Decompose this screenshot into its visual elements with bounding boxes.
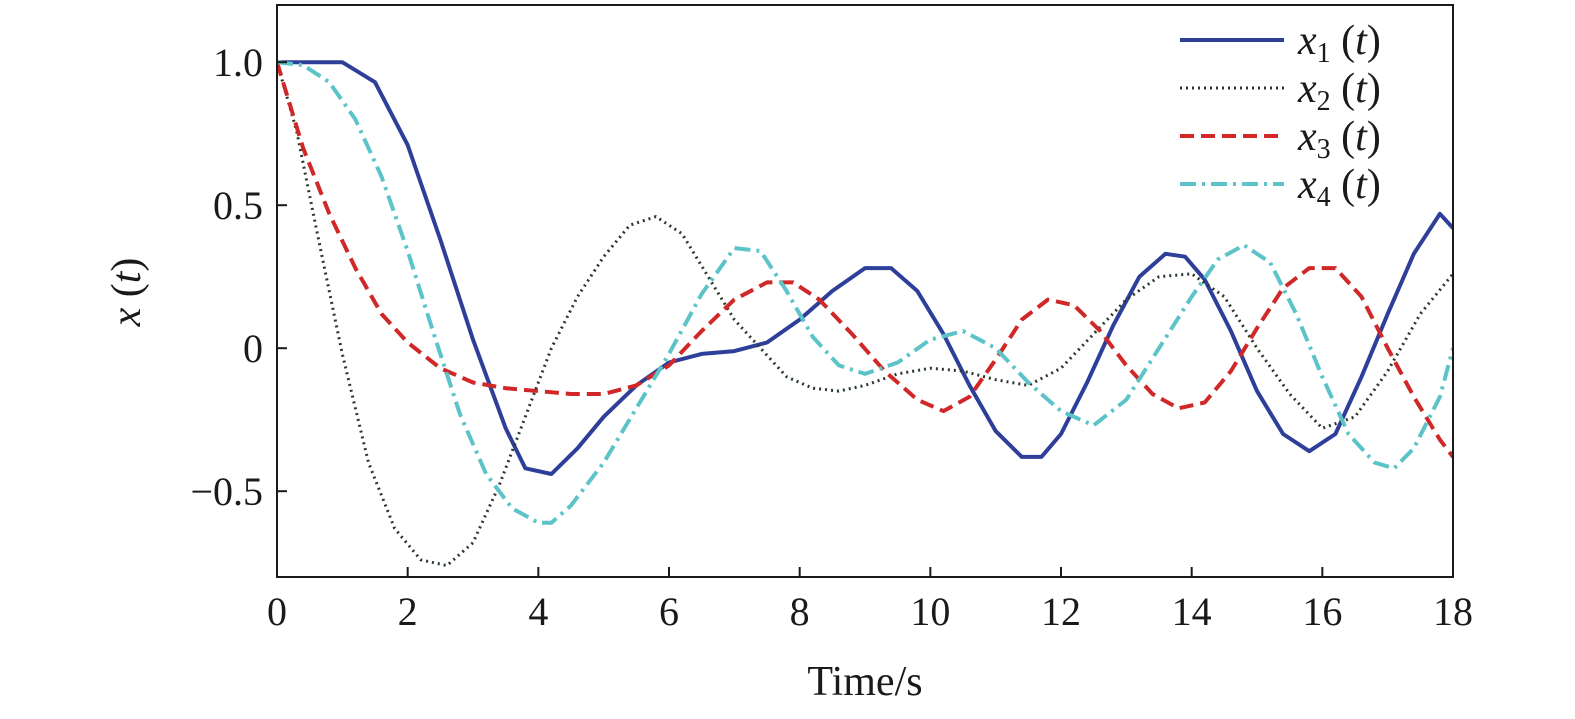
series-layer <box>277 60 1453 568</box>
plot-frame <box>276 4 1454 578</box>
series-line-x3 <box>277 61 1453 459</box>
x-tick-label: 2 <box>398 589 418 634</box>
legend-label-x4: x4 (t) <box>1297 162 1381 213</box>
x-tick-label: 6 <box>659 589 679 634</box>
legend: x1 (t)x2 (t)x3 (t)x4 (t) <box>1180 18 1381 213</box>
legend-label-x1: x1 (t) <box>1297 18 1381 69</box>
series-line-x2 <box>277 61 1453 568</box>
x-axis-title: Time/s <box>807 659 922 705</box>
x-tick-label: 14 <box>1172 589 1212 634</box>
x-tick-label: 0 <box>267 589 287 634</box>
series-line-x4 <box>277 60 1453 525</box>
y-tick-label: 0.5 <box>213 183 263 228</box>
series-line-x1 <box>277 60 1453 476</box>
y-tick-label: −0.5 <box>190 469 263 514</box>
legend-label-x3: x3 (t) <box>1297 114 1381 165</box>
y-tick-label: 1.0 <box>213 40 263 85</box>
x-tick-label: 8 <box>790 589 810 634</box>
y-axis-ticks: −0.5 0 0.5 1.0 <box>190 40 287 514</box>
y-tick-label: 0 <box>243 326 263 371</box>
x-tick-label: 16 <box>1302 589 1342 634</box>
x-tick-label: 4 <box>528 589 548 634</box>
x-tick-label: 10 <box>910 589 950 634</box>
x-tick-label: 18 <box>1433 589 1473 634</box>
x-tick-label: 12 <box>1041 589 1081 634</box>
legend-label-x2: x2 (t) <box>1297 66 1381 117</box>
y-axis-title: x (t) <box>104 258 150 328</box>
x-axis-ticks: 0 2 4 6 8 10 12 14 16 18 <box>267 567 1473 634</box>
